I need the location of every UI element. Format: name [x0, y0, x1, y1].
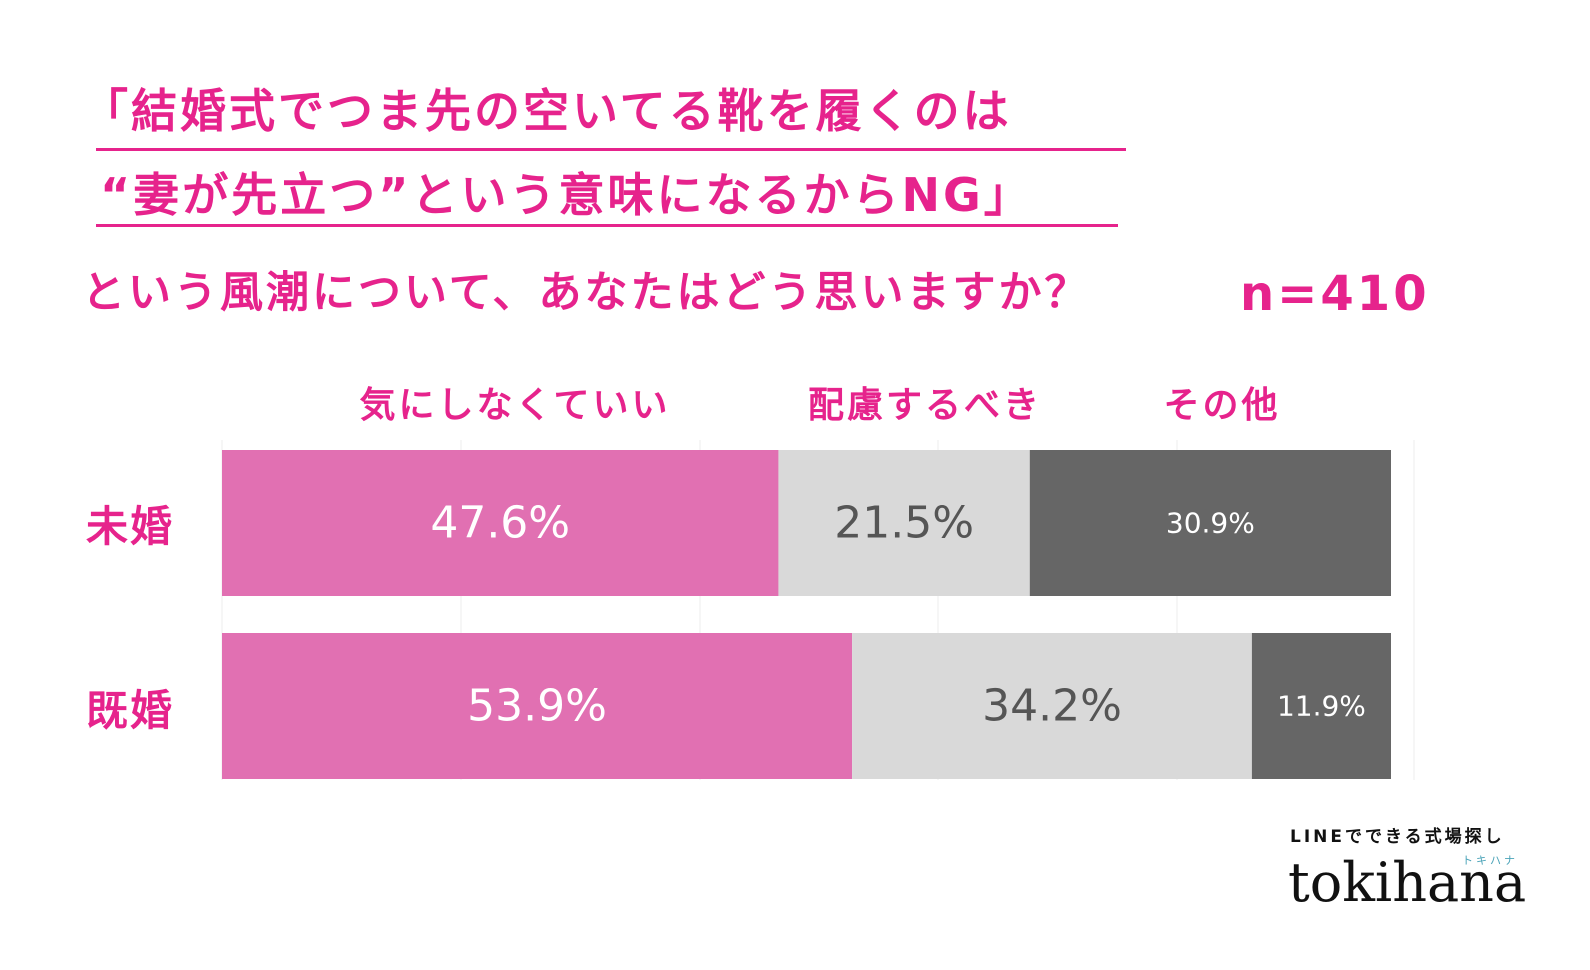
data-label: 34.2% [982, 681, 1122, 732]
title-question: という風潮について、あなたはどう思いますか？ [82, 268, 1091, 318]
brand-kana: トキハナ [1462, 854, 1518, 867]
row-label-unmarried: 未婚 [86, 502, 175, 551]
bar-segment-married-1 [852, 633, 1252, 779]
title-underline-1 [96, 148, 1126, 151]
title-line-1: 「結婚式でつま先の空いてる靴を履くのは [82, 84, 1012, 138]
sample-size: n=410 [1240, 266, 1430, 322]
bar-segment-married-2 [1251, 633, 1391, 779]
row-label-married: 既婚 [86, 686, 175, 735]
title-underline-2 [96, 224, 1118, 227]
data-label: 21.5% [834, 498, 974, 549]
legend-label-other: その他 [1163, 385, 1281, 426]
bar-segment-unmarried-1 [778, 450, 1030, 596]
title-line-2: “妻が先立つ”という意味になるからNG」 [100, 168, 1033, 222]
data-label: 53.9% [467, 681, 607, 732]
legend-label-no-concern: 気にしなくていい [359, 385, 671, 426]
data-label: 11.9% [1277, 690, 1366, 723]
bar-segment-married-0 [222, 633, 853, 779]
data-label: 30.9% [1166, 507, 1255, 540]
bar-segment-unmarried-2 [1029, 450, 1391, 596]
brand-logo: tokihana [1288, 851, 1527, 914]
bar-segment-unmarried-0 [222, 450, 779, 596]
brand-tagline: LINEでできる式場探し [1290, 827, 1505, 847]
data-label: 47.6% [430, 498, 570, 549]
legend-label-should-consider: 配慮するべき [807, 385, 1043, 426]
